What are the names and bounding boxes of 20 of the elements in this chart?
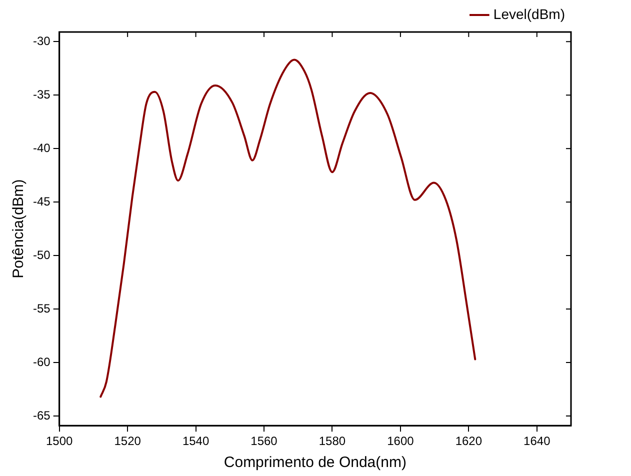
x-tick-label: 1600 [387, 434, 414, 448]
x-tick-label: 1500 [46, 434, 74, 448]
y-tick-label: -45 [33, 194, 51, 208]
x-axis-title: Comprimento de Onda(nm) [224, 454, 406, 472]
x-tick-label: 1640 [524, 434, 551, 448]
y-axis-title: Potência(dBm) [10, 179, 28, 278]
line-series [100, 58, 476, 398]
y-tick-label: -55 [33, 301, 51, 316]
x-tick-label: 1580 [318, 434, 346, 448]
x-tick-label: 1520 [114, 434, 142, 448]
y-tick-label: -65 [33, 408, 51, 422]
y-tick-label: -30 [33, 34, 51, 48]
legend-label: Level(dBm) [493, 6, 566, 22]
x-tick-label: 1560 [250, 434, 278, 448]
y-tick-label: -60 [33, 354, 51, 369]
y-tick-label: -35 [33, 87, 51, 102]
x-tick-label: 1620 [455, 434, 482, 448]
y-tick-label: -40 [33, 140, 51, 155]
y-tick-label: -50 [33, 248, 51, 262]
x-tick-label: 1540 [182, 434, 210, 448]
